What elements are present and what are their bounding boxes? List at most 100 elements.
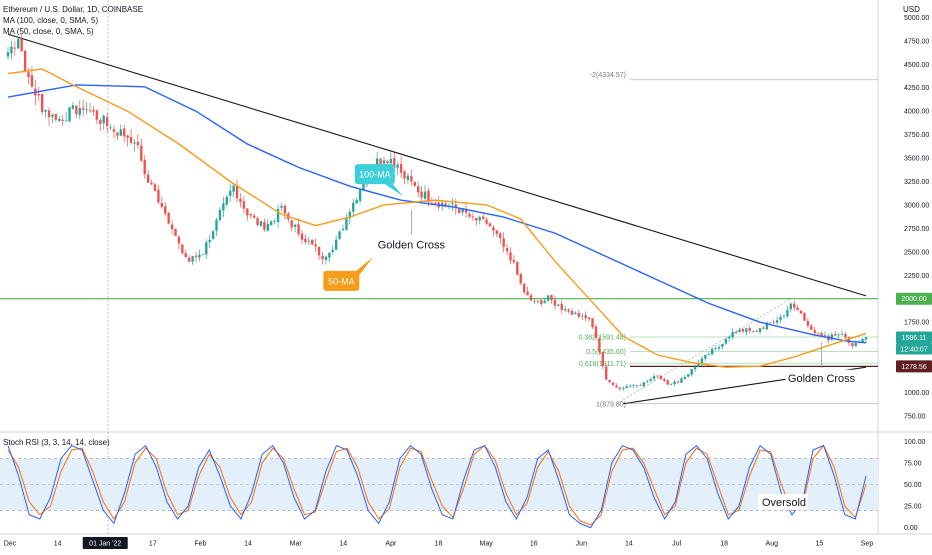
candle-body [406,175,410,181]
candle-body [85,109,88,111]
candle-body [628,386,632,388]
candle-body [591,318,594,328]
candle-body [126,135,129,138]
candle-body [803,312,806,321]
candle-body [334,239,338,250]
candle-body [47,110,51,118]
candle-body [690,369,693,375]
candle-body [170,224,174,230]
price-tick-label: 3250.00 [904,179,929,186]
candle-body [105,117,109,126]
candle-body [704,354,707,359]
candle-body [656,375,659,377]
golden-cross-label: Golden Cross [788,373,856,385]
candle-body [461,208,464,213]
candle-body [468,213,471,217]
candle-body [577,313,581,317]
golden-cross-label-bg [785,369,858,386]
candle-body [266,223,269,231]
time-tick-label: 18 [435,541,443,548]
candle-body [608,379,611,383]
candle-body [30,75,34,87]
candle-body [745,328,748,333]
candle-body [830,334,834,340]
candle-body [102,115,105,124]
last-price-tag-bg [896,331,932,344]
candle-body [714,348,717,349]
candle-body [793,303,796,308]
candle-body [618,387,622,389]
candle-body [864,337,868,340]
time-tick-label: 17 [149,541,157,548]
currency-label: USD [903,5,920,14]
candle-body [403,171,406,179]
rsi-tick-label: 50.00 [904,482,922,489]
time-tick-label: Dec [4,541,17,548]
candle-body [605,366,608,380]
time-tick-label: May [479,541,493,548]
time-tick-label: 16 [530,541,538,548]
upper-trend-line [7,33,867,297]
candle-body [512,260,516,263]
candle-body [6,52,10,57]
candle-body [341,229,345,231]
price-tick-label: 4250.00 [904,85,929,92]
candle-body [550,295,553,301]
candle-body [837,334,840,336]
candle-body [88,110,92,112]
candle-body [649,379,652,381]
candle-body [348,211,352,219]
candle-body [635,385,639,386]
candle-body [389,159,393,164]
candle-body [194,255,198,257]
candle-body [683,377,687,380]
candle-body [652,376,656,379]
candle-body [587,317,591,320]
candle-body [23,50,27,72]
candle-body [92,110,95,112]
candle-body [594,326,598,338]
candle-body [762,327,765,329]
candle-body [563,309,567,311]
candle-body [752,331,755,333]
time-tick-label: 14 [625,541,633,548]
candle-body [796,307,799,311]
candle-body [765,322,769,330]
candle-body [119,129,122,136]
ma50-callout-box [323,270,360,291]
candle-body [112,129,116,132]
rsi-tick-label: 25.00 [904,504,922,511]
candle-body [492,227,495,231]
candle-body [553,300,557,306]
candle-body [187,257,191,262]
candle-body [82,108,85,110]
candle-body [413,182,416,186]
price-tick-label: 2250.00 [904,273,929,280]
candle-body [259,221,263,226]
candle-body [581,315,584,317]
support-price-tag-bg [896,360,932,373]
support-price-tag: 1278.56 [901,364,926,371]
candle-body [851,343,854,346]
stoch-rsi-d-line [7,444,867,526]
price-tick-label: 2750.00 [904,226,929,233]
candle-body [707,354,710,355]
candle-body [731,331,734,338]
candle-body [615,385,618,388]
candle-body [181,244,184,254]
fib-retracement-label: 0.5(1435.60) [586,349,626,356]
candle-body [386,161,389,163]
candle-body [522,284,526,293]
candle-body [454,204,457,209]
candle-body [728,336,731,339]
candle-body [311,239,314,245]
candle-body [529,295,533,301]
price-tick-label: 2500.00 [904,249,929,256]
candle-body [734,332,738,333]
candle-body [246,208,249,216]
price-tick-label: 5000.00 [904,15,929,22]
candle-body [27,72,30,78]
candle-body [478,216,481,221]
candle-body [20,38,23,52]
